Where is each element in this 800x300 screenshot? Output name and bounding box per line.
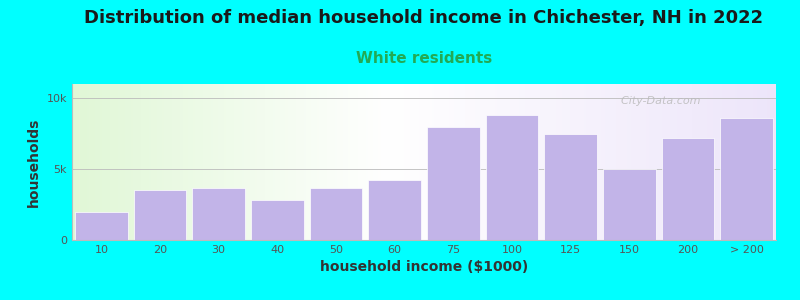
Bar (75, 212, 128, 240)
Bar (251, 200, 304, 240)
Bar (368, 180, 421, 240)
Bar (662, 138, 714, 240)
Text: City-Data.com: City-Data.com (614, 97, 701, 106)
Text: White residents: White residents (356, 51, 492, 66)
Bar (310, 188, 362, 240)
Bar (427, 127, 480, 240)
Bar (486, 115, 538, 240)
Bar (192, 188, 245, 240)
Y-axis label: households: households (27, 117, 41, 207)
Bar (134, 190, 186, 240)
Bar (603, 169, 656, 240)
Text: Distribution of median household income in Chichester, NH in 2022: Distribution of median household income … (85, 9, 763, 27)
Bar (544, 134, 597, 240)
X-axis label: household income ($1000): household income ($1000) (320, 260, 528, 274)
Bar (720, 118, 773, 240)
